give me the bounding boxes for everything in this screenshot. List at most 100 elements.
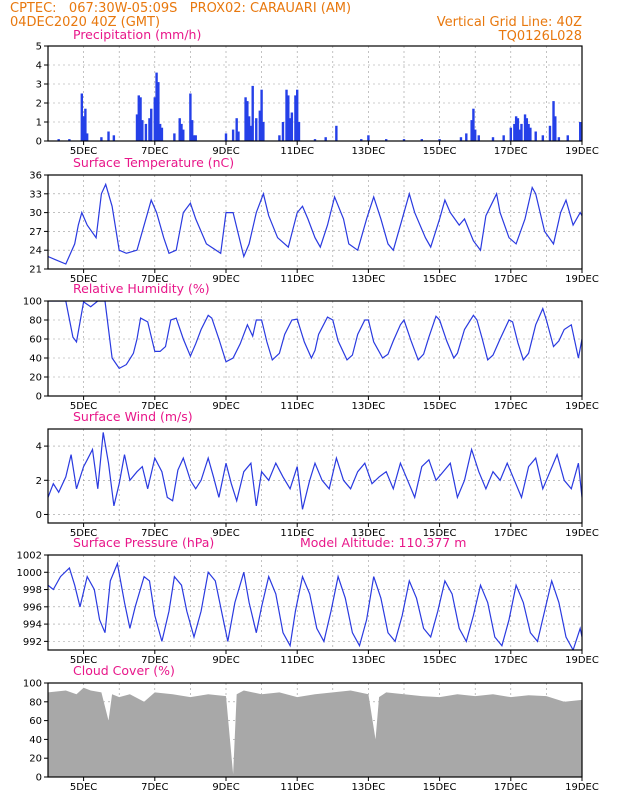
precip-bar [190,120,194,141]
precip-bar [178,118,181,141]
panel-title: Relative Humidity (%) [73,281,210,296]
x-tick-label: 9DEC [212,655,239,666]
precip-bar [246,101,249,141]
series-line [48,301,582,370]
precip-bar [518,129,521,141]
precip-bar [520,123,523,141]
precip-bar [148,118,151,141]
y-tick-label: 992 [23,637,42,648]
precip-bar [385,139,388,141]
precip-bar [465,133,468,141]
precip-bar [297,122,301,141]
y-tick-label: 24 [29,246,42,257]
y-tick-label: 60 [29,335,42,346]
panel-frame [47,682,583,778]
precip-bar [534,131,537,141]
x-tick-label: 7DEC [141,401,168,412]
series-line [48,432,582,510]
x-tick-label: 15DEC [423,782,457,793]
precip-bar [360,139,363,141]
precip-bar [160,127,164,141]
x-tick-label: 17DEC [494,782,528,793]
header-model-code: TQ0126L028 [498,29,582,44]
x-tick-label: 7DEC [141,782,168,793]
precip-bar [262,122,265,141]
x-tick-label: 17DEC [494,274,528,285]
x-tick-label: 19DEC [565,401,599,412]
precip-bar [153,97,156,141]
series-line [48,182,582,265]
x-tick-label: 19DEC [565,274,599,285]
panel-4: Surface Wind (m/s) 0 2 4 5DEC 7DEC 9DEC 11DEC 13… [36,409,599,539]
precip-bar [278,135,281,141]
precip-bar [529,127,532,141]
precip-bar [313,139,317,141]
precip-bar [459,137,463,141]
y-tick-label: 994 [23,620,42,631]
y-tick-label: 4 [36,442,42,453]
y-tick-label: 2 [36,476,42,487]
x-tick-label: 17DEC [494,655,528,666]
precip-bar [509,127,512,141]
x-tick-label: 5DEC [70,655,97,666]
x-tick-label: 15DEC [423,655,457,666]
y-tick-label: 36 [29,171,42,182]
x-tick-label: 17DEC [494,401,528,412]
x-tick-label: 5DEC [70,782,97,793]
precip-bar [137,95,140,141]
y-tick-label: 33 [29,189,42,200]
panel-title: Cloud Cover (%) [73,663,175,678]
precip-bar [527,123,530,141]
precip-bar [157,82,160,141]
precip-bar [82,116,85,141]
precip-bar [251,85,254,141]
y-tick-label: 30 [29,208,42,219]
y-tick-label: 0 [36,773,42,784]
precip-bar [523,114,527,141]
y-tick-label: 100 [23,679,42,690]
x-tick-label: 19DEC [565,782,599,793]
precip-bar [112,135,116,141]
precip-bar [470,120,473,141]
precip-bar [249,125,253,141]
precip-bar [247,116,251,141]
precip-bar [491,137,495,141]
panel-frame [47,45,583,142]
precip-bar [244,97,247,141]
precip-bar [192,135,196,141]
precip-bar [438,139,441,141]
precip-bar [548,125,552,141]
y-tick-label: 20 [29,754,42,765]
precip-bar [402,139,406,141]
y-tick-label: 3 [36,80,42,91]
precip-bar [155,72,158,141]
y-tick-label: 1 [36,118,42,129]
precip-bar [516,118,520,141]
precip-bar [139,97,142,141]
x-tick-label: 7DEC [141,274,168,285]
precip-bar [566,135,569,141]
panel-data [48,687,582,777]
precip-bar [150,108,153,141]
precip-bar [235,118,238,141]
precip-bar [296,89,299,141]
precip-bar [335,125,338,141]
panel-title: Surface Temperature (nC) [73,155,234,170]
precip-bar [141,120,144,141]
x-tick-label: 7DEC [141,655,168,666]
x-tick-label: 5DEC [70,528,97,539]
y-tick-label: 0 [36,137,42,148]
y-tick-label: 4 [36,61,42,72]
precip-bar [182,129,185,141]
y-tick-label: 27 [29,227,42,238]
x-tick-label: 13DEC [352,401,386,412]
panel-data [48,182,582,265]
precip-bar [237,131,240,141]
precip-bar [194,135,197,141]
precip-bar [80,93,84,141]
y-tick-label: 20 [29,373,42,384]
precip-bar [324,137,327,141]
precip-bar [57,139,60,141]
x-tick-label: 19DEC [565,655,599,666]
